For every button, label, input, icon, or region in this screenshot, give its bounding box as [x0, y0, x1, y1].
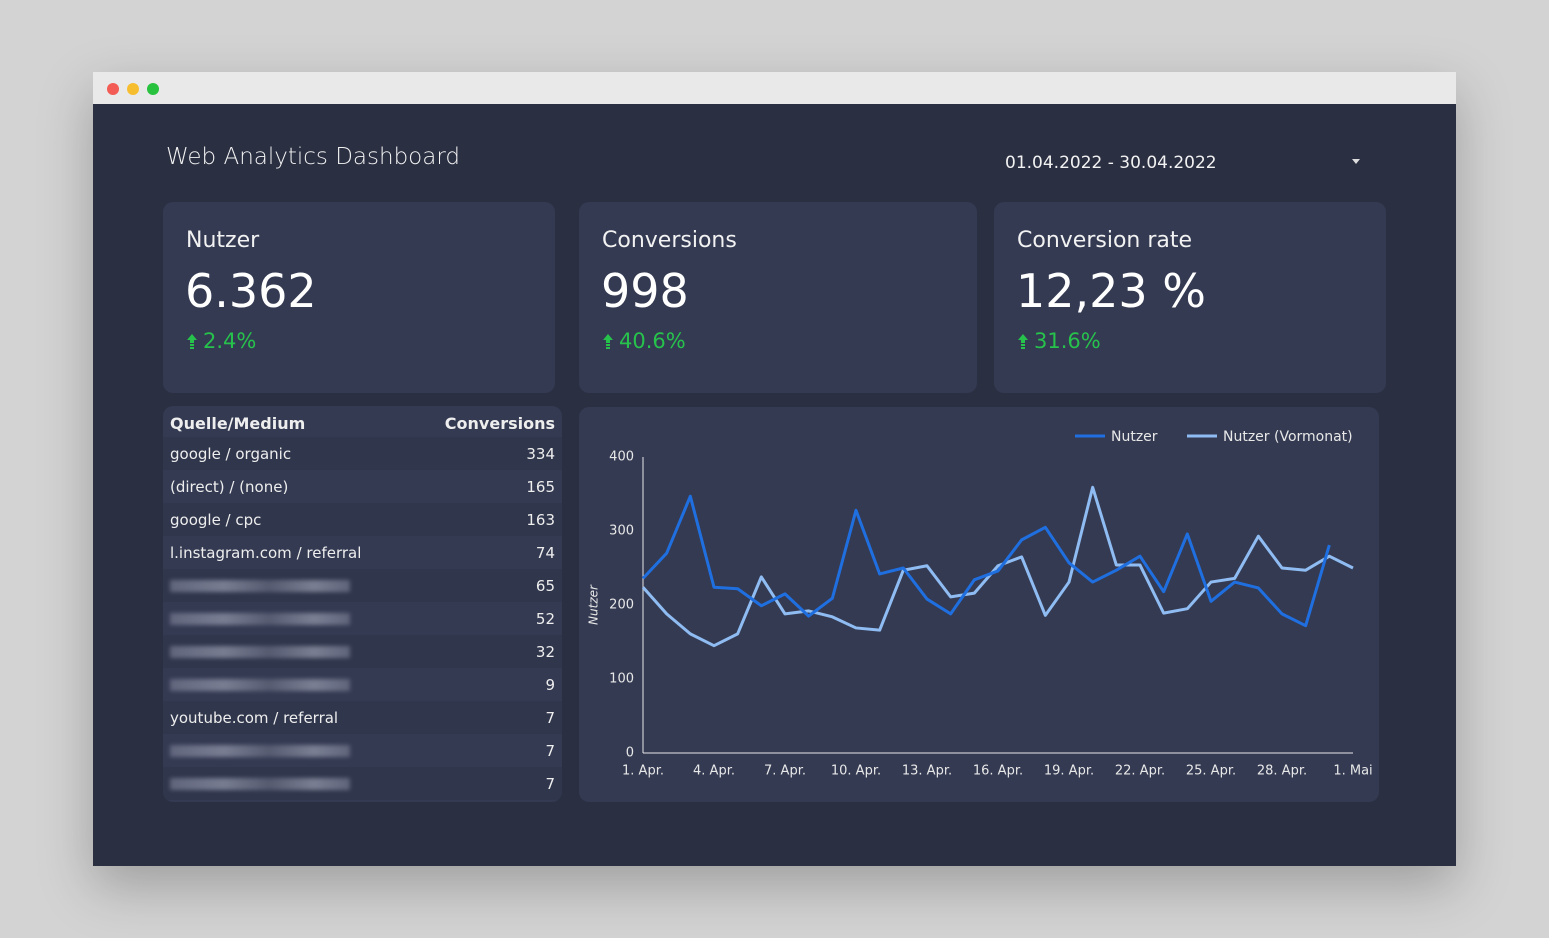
- kpi-card: Conversion rate 12,23 % 31.6%: [994, 202, 1386, 393]
- blurred-text: [170, 646, 350, 658]
- table-row: 65: [163, 569, 562, 602]
- kpi-change: 2.4%: [187, 329, 256, 353]
- blurred-text: [170, 778, 350, 790]
- kpi-change-value: 40.6%: [619, 329, 686, 353]
- kpi-change: 40.6%: [603, 329, 686, 353]
- conversions: 7: [545, 709, 555, 727]
- conversions: 334: [526, 445, 555, 463]
- blurred-text: [170, 580, 350, 592]
- x-tick-label: 28. Apr.: [1257, 764, 1307, 779]
- kpi-change-value: 31.6%: [1034, 329, 1101, 353]
- source-medium: (direct) / (none): [170, 478, 289, 496]
- y-tick-label: 100: [609, 672, 634, 687]
- y-tick-label: 300: [609, 524, 634, 539]
- table-row: google / organic 334: [163, 437, 562, 470]
- conversions: 7: [545, 742, 555, 760]
- kpi-label: Conversion rate: [1017, 228, 1193, 253]
- kpi-value: 6.362: [185, 264, 317, 318]
- maximize-button[interactable]: [147, 83, 159, 95]
- column-header: Conversions: [444, 414, 555, 433]
- table-row: (direct) / (none) 165: [163, 470, 562, 503]
- kpi-label: Nutzer: [186, 228, 260, 253]
- table-row: google / cpc 163: [163, 503, 562, 536]
- legend-label: Nutzer: [1111, 429, 1158, 445]
- source-medium: youtube.com / referral: [170, 709, 339, 727]
- x-tick-label: 19. Apr.: [1044, 764, 1094, 779]
- source-medium: google / organic: [170, 445, 292, 463]
- y-tick-label: 0: [626, 746, 634, 761]
- source-medium: google / cpc: [170, 511, 262, 529]
- conversions: 52: [535, 610, 555, 628]
- blurred-text: [170, 613, 350, 625]
- conversions: 74: [535, 544, 555, 562]
- x-tick-label: 22. Apr.: [1115, 764, 1165, 779]
- x-tick-label: 13. Apr.: [902, 764, 952, 779]
- chart-card: Nutzer 0 100 200 300 400 1. Apr. 4. Apr. 7. Apr…: [579, 407, 1379, 802]
- series-line: [641, 485, 1354, 648]
- table-row: 52: [163, 602, 562, 635]
- y-tick-label: 400: [609, 450, 634, 465]
- x-tick-label: 16. Apr.: [973, 764, 1023, 779]
- kpi-change-value: 2.4%: [203, 329, 257, 353]
- y-tick-label: 200: [609, 598, 634, 613]
- date-picker[interactable]: 01.04.2022 - 30.04.2022: [1005, 153, 1217, 173]
- legend-label: Nutzer (Vormonat): [1223, 429, 1353, 445]
- x-tick-label: 1. Apr.: [622, 764, 664, 779]
- kpi-label: Conversions: [602, 228, 737, 253]
- x-tick-label: 10. Apr.: [831, 764, 881, 779]
- conversions: 9: [545, 676, 555, 694]
- minimize-button[interactable]: [127, 83, 139, 95]
- source-medium: l.instagram.com / referral: [170, 544, 362, 562]
- up-arrow-icon: [603, 333, 613, 349]
- close-button[interactable]: [107, 83, 119, 95]
- conversions: 165: [526, 478, 555, 496]
- blurred-text: [170, 679, 350, 691]
- blurred-text: [170, 745, 350, 757]
- chart: Nutzer 0 100 200 300 400 1. Apr. 4. Apr. 7. Apr…: [587, 429, 1373, 779]
- table-row: l.instagram.com / referral 74: [163, 536, 562, 569]
- table-row: 7: [163, 734, 562, 767]
- x-tick-label: 1. Mai: [1333, 764, 1372, 779]
- browser-window: Web Analytics Dashboard 01.04.2022 - 30.…: [93, 72, 1456, 866]
- table-row: 7: [163, 767, 562, 800]
- conversions: 65: [535, 577, 555, 595]
- kpi-value: 998: [601, 264, 689, 318]
- column-header: Quelle/Medium: [170, 414, 306, 433]
- kpi-card: Conversions 998 40.6%: [579, 202, 977, 393]
- y-axis-title: Nutzer: [587, 584, 601, 625]
- x-tick-label: 25. Apr.: [1186, 764, 1236, 779]
- x-tick-label: 4. Apr.: [693, 764, 735, 779]
- dropdown-caret[interactable]: [1352, 159, 1360, 164]
- kpi-card: Nutzer 6.362 2.4%: [163, 202, 555, 393]
- table-row: 32: [163, 635, 562, 668]
- table-row: 9: [163, 668, 562, 701]
- table-header: Quelle/Medium Conversions: [163, 406, 562, 439]
- conversions: 7: [545, 775, 555, 793]
- up-arrow-icon: [187, 333, 197, 349]
- conversions: 32: [535, 643, 555, 661]
- dashboard-title: Web Analytics Dashboard: [166, 144, 460, 170]
- up-arrow-icon: [1018, 333, 1028, 349]
- kpi-value: 12,23 %: [1016, 264, 1207, 318]
- title-bar: [93, 72, 1456, 104]
- conversions: 163: [526, 511, 555, 529]
- source-table: Quelle/Medium Conversions google / organic…: [163, 406, 562, 802]
- x-tick-label: 7. Apr.: [764, 764, 806, 779]
- kpi-change: 31.6%: [1018, 329, 1101, 353]
- table-row: youtube.com / referral 7: [163, 701, 562, 734]
- series-line: [641, 494, 1331, 628]
